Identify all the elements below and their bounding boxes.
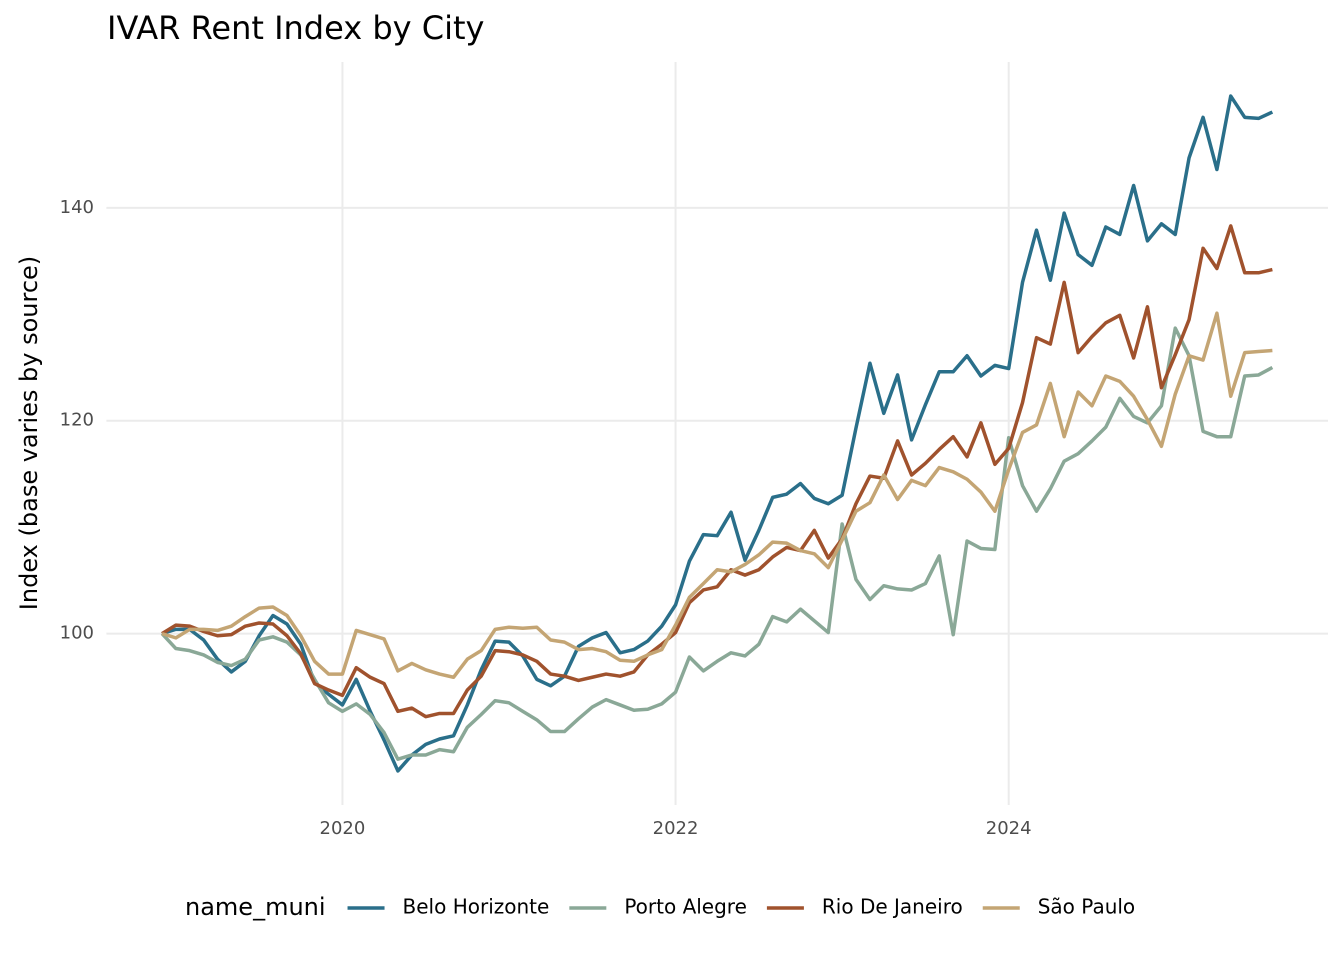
line	[160, 326, 1274, 761]
legend-title: name_muni	[185, 893, 326, 921]
chart-title: IVAR Rent Index by City	[107, 9, 484, 47]
x-tick-label: 2022	[653, 818, 699, 839]
line	[161, 311, 1273, 680]
y-tick-label: 120	[60, 410, 94, 431]
y-tick-label: 100	[60, 623, 94, 644]
line	[161, 224, 1273, 719]
y-tick-label: 140	[60, 197, 94, 218]
x-tick-label: 2024	[986, 818, 1032, 839]
x-tick-label: 2020	[320, 818, 366, 839]
line	[161, 94, 1274, 773]
legend-label: São Paulo	[1038, 895, 1135, 919]
y-axis-title: Index (base varies by source)	[15, 256, 43, 610]
legend-label: Porto Alegre	[624, 895, 747, 919]
legend-label: Belo Horizonte	[403, 895, 550, 919]
legend-label: Rio De Janeiro	[822, 895, 963, 919]
